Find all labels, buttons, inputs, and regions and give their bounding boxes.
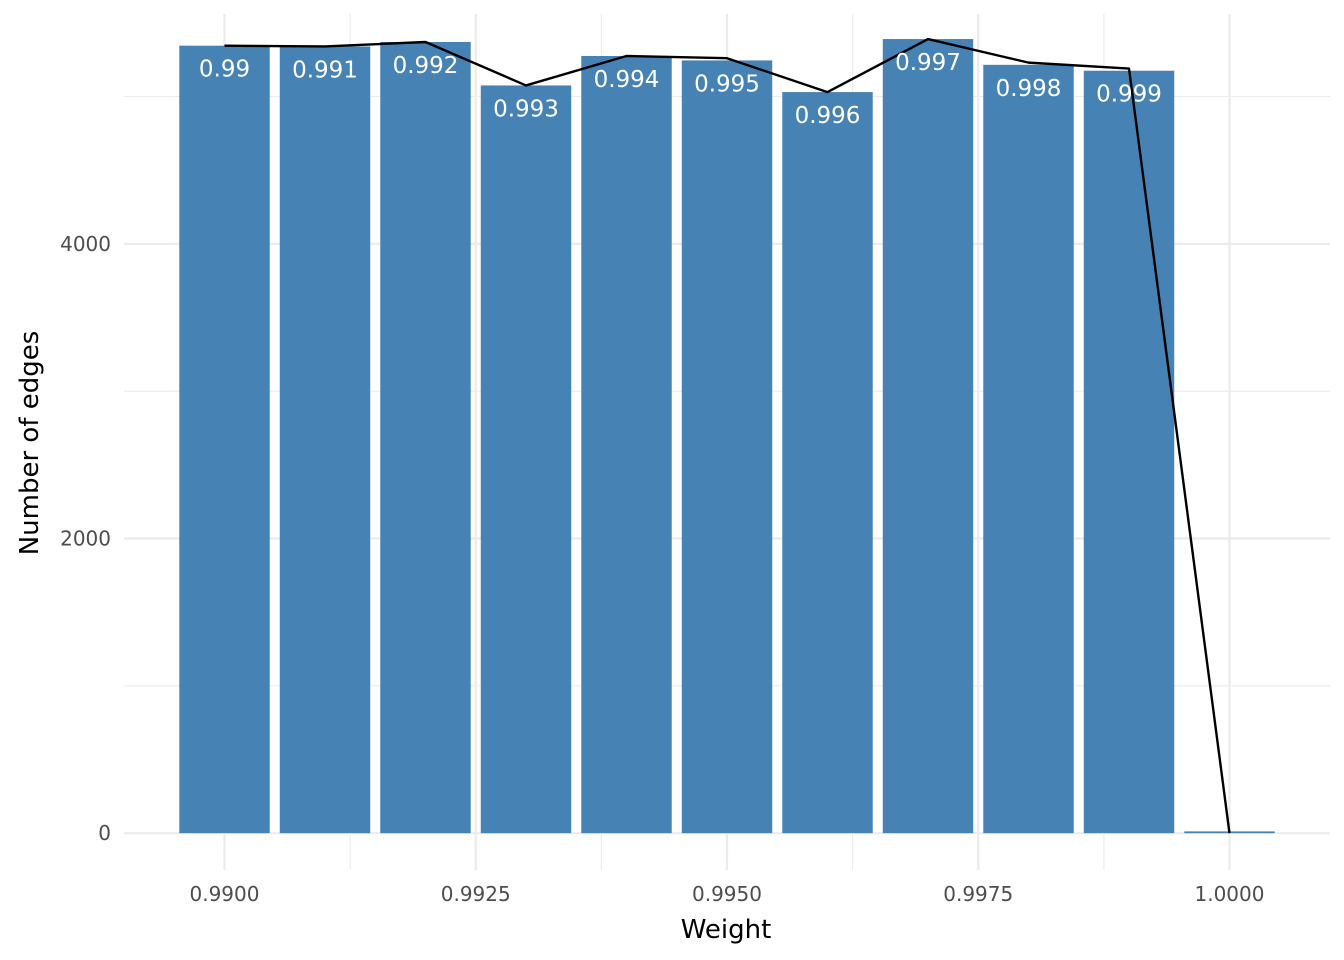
x-axis-title: Weight <box>681 915 772 945</box>
x-axis-ticks: 0.9900 0.9925 0.9950 0.9975 1.0000 <box>190 882 1265 906</box>
bar-value-label: 0.99 <box>199 57 250 83</box>
bar-value-label: 0.999 <box>1096 82 1162 108</box>
bar <box>1083 70 1175 834</box>
trend-line <box>224 37 1231 834</box>
y-tick-label: 0 <box>98 821 111 845</box>
bar-value-label: 0.991 <box>292 57 358 83</box>
bars <box>179 39 1275 834</box>
y-tick-label: 4000 <box>60 232 111 256</box>
bar-value-label: 0.995 <box>694 71 760 97</box>
bar <box>882 39 974 834</box>
bar <box>983 64 1074 834</box>
bar <box>179 45 270 834</box>
bar-value-label: 0.993 <box>493 96 559 122</box>
trend-line-group <box>224 37 1231 834</box>
bar <box>681 60 773 834</box>
bar-value-label: 0.997 <box>895 50 961 76</box>
bar-labels: 0.99 0.991 0.992 0.993 0.994 0.995 0.996 0.997 0… <box>199 50 1162 129</box>
bar-value-label: 0.992 <box>393 53 459 79</box>
bar-value-label: 0.996 <box>795 103 861 129</box>
bar <box>581 55 672 834</box>
x-tick-label: 0.9950 <box>692 882 762 906</box>
bar <box>279 46 371 834</box>
y-axis-ticks: 0 2000 4000 <box>60 232 111 845</box>
bar-value-label: 0.994 <box>594 67 660 93</box>
bar <box>782 92 873 834</box>
x-tick-label: 1.0000 <box>1195 882 1265 906</box>
bar <box>380 41 471 834</box>
y-axis-title: Number of edges <box>15 331 45 556</box>
bar <box>480 85 572 834</box>
x-tick-label: 0.9975 <box>943 882 1013 906</box>
bar-value-label: 0.998 <box>996 76 1062 102</box>
y-tick-label: 2000 <box>60 527 111 551</box>
x-tick-label: 0.9900 <box>190 882 260 906</box>
x-tick-label: 0.9925 <box>441 882 511 906</box>
